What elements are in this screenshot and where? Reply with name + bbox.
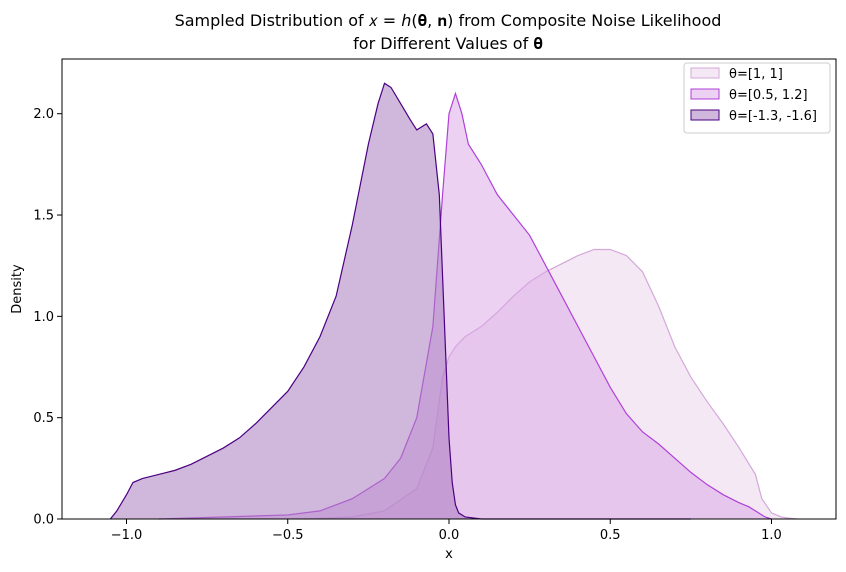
y-axis: 0.0 0.5 1.0 1.5 2.0 [33,107,62,528]
series-area-3 [110,83,691,519]
x-tick-label: −0.5 [272,528,304,543]
chart-title-line1: Sampled Distribution of 𝑥 = ℎ(𝛉, 𝐧) from… [175,11,722,30]
legend-label-3: θ=[-1.3, -1.6] [729,109,817,124]
x-tick-label: 1.0 [761,528,782,543]
x-tick-label: −1.0 [111,528,143,543]
y-axis-label: Density [10,264,25,314]
y-tick-label: 0.5 [33,411,54,426]
legend: θ=[1, 1] θ=[0.5, 1.2] θ=[-1.3, -1.6] [683,62,831,134]
series-line-3 [109,82,691,520]
chart-title-line2: for Different Values of 𝛉 [353,34,543,53]
y-tick-label: 0.0 [33,513,54,528]
x-tick-label: 0.0 [439,528,460,543]
series-layer [109,82,798,520]
x-axis: −1.0 −0.5 0.0 0.5 1.0 [111,519,782,543]
legend-box [683,62,831,134]
legend-label-1: θ=[1, 1] [729,67,783,82]
x-tick-label: 0.5 [600,528,621,543]
y-tick-label: 2.0 [33,107,54,122]
y-tick-label: 1.0 [33,310,54,325]
legend-swatch-2 [690,88,720,100]
legend-swatch-3 [690,109,720,121]
series-area-2 [158,93,772,519]
x-axis-label: x [445,547,453,562]
legend-swatch-1 [690,67,720,79]
legend-label-2: θ=[0.5, 1.2] [729,88,808,103]
y-tick-label: 1.5 [33,209,54,224]
